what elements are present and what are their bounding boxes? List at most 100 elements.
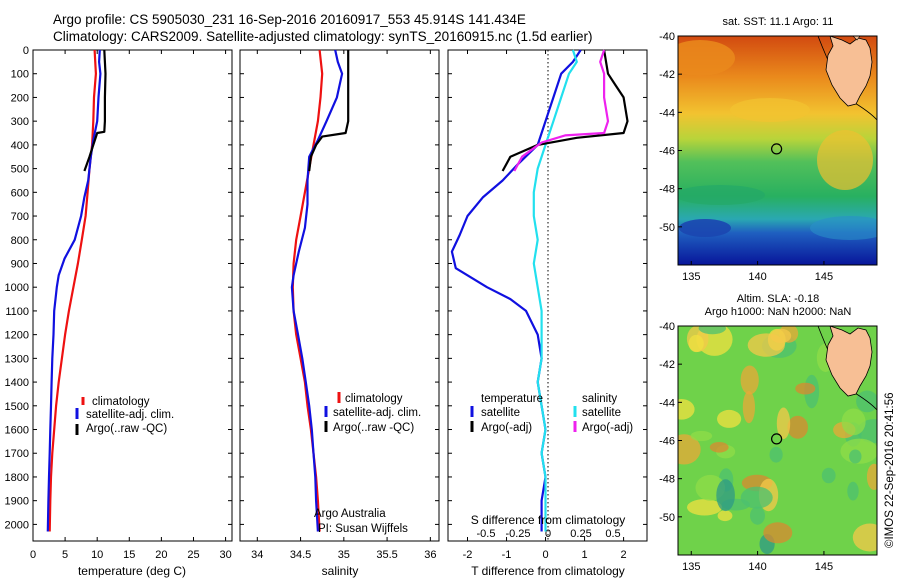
temperature-axes-frame xyxy=(32,49,233,542)
latitude-tick-label: -44 xyxy=(659,397,675,409)
sla-anomaly-patch xyxy=(740,365,759,395)
series-line-s-argo-adj xyxy=(513,49,610,172)
x-tick-label: 34.5 xyxy=(290,549,311,561)
sla-anomaly-patch xyxy=(688,334,704,353)
latitude-tick-label: -46 xyxy=(659,436,675,448)
difference-panel: -2 -1 0 1 2 -0.5 -0.25 0 0.25 0.5 S difference fr… xyxy=(447,49,648,578)
sst-map: sat. SST: 11.1 Argo: 11 135 140 145 -40 -42 -… xyxy=(659,16,878,283)
depth-tick-label: 0 xyxy=(23,45,29,57)
longitude-tick-label: 145 xyxy=(815,561,833,573)
depth-tick-label: 1800 xyxy=(5,472,29,484)
depth-tick-label: 900 xyxy=(11,258,29,270)
temperature-xlabel: temperature (deg C) xyxy=(78,564,186,578)
x-tick-label: 0 xyxy=(542,549,548,561)
longitude-tick-label: 140 xyxy=(748,561,766,573)
depth-tick-label: 1000 xyxy=(5,282,29,294)
series-line-argo-raw-qc xyxy=(83,49,107,172)
series-line-t-argo-adj xyxy=(501,49,629,172)
sla-field xyxy=(678,326,877,555)
sla-anomaly-patch xyxy=(717,409,742,428)
latitude-tick-label: -46 xyxy=(659,146,675,158)
island-landmass xyxy=(852,36,861,41)
depth-tick-label: 1200 xyxy=(5,330,29,342)
sst-cold-patch xyxy=(679,219,731,237)
difference-legend: temperature satellite Argo(-adj) salinit… xyxy=(470,393,633,434)
series-line-satellite-adj-clim xyxy=(290,49,344,532)
sla-anomaly-patch xyxy=(698,326,726,335)
pi-label: PI: Susan Wijffels xyxy=(318,523,408,535)
legend-label-t-argo: Argo(-adj) xyxy=(481,422,532,434)
depth-tick-label: 700 xyxy=(11,211,29,223)
sla-anomaly-patch xyxy=(795,382,816,395)
sla-anomaly-patch xyxy=(849,449,862,464)
legend-label-satellite: satellite-adj. clim. xyxy=(86,409,174,421)
longitude-tick-label: 145 xyxy=(815,271,833,283)
latitude-tick-label: -42 xyxy=(659,69,675,81)
depth-tick-label: 100 xyxy=(11,69,29,81)
sst-cold-patch xyxy=(810,216,877,240)
x-tick-label: 25 xyxy=(187,549,199,561)
depth-tick-label: 200 xyxy=(11,92,29,104)
sst-cool-patch xyxy=(678,185,765,205)
legend-label-satellite: satellite-adj. clim. xyxy=(333,407,421,419)
x-tick-label: 30 xyxy=(219,549,231,561)
x-tick-label: 20 xyxy=(155,549,167,561)
legend-title-temperature: temperature xyxy=(481,393,543,405)
sla-anomaly-patch xyxy=(690,430,713,442)
sla-anomaly-patch xyxy=(717,510,733,522)
sla-anomaly-patch xyxy=(847,481,859,501)
imos-credit: ©IMOS 22-Sep-2016 20:41:56 xyxy=(884,392,896,548)
depth-tick-label: 1300 xyxy=(5,353,29,365)
x-tick-label: 0 xyxy=(30,549,36,561)
x-tick-label: 35 xyxy=(338,549,350,561)
legend-title-salinity: salinity xyxy=(582,393,617,405)
legend-label-climatology: climatology xyxy=(345,393,403,405)
depth-tick-label: 2000 xyxy=(5,519,29,531)
depth-tick-label: 300 xyxy=(11,116,29,128)
longitude-tick-label: 140 xyxy=(748,271,766,283)
x-tick-label: -2 xyxy=(463,549,473,561)
sst-field xyxy=(678,36,877,265)
sla-anomaly-patch xyxy=(866,463,877,490)
x-tick-label: 5 xyxy=(62,549,68,561)
sla-anomaly-patch xyxy=(841,408,866,436)
s-diff-tick-label: -0.5 xyxy=(477,528,496,540)
sla-map-title-line1: Altim. SLA: -0.18 xyxy=(737,293,820,305)
t-difference-label: T difference from climatology xyxy=(471,564,625,578)
depth-tick-label: 1100 xyxy=(5,306,29,318)
depth-tick-label: 500 xyxy=(11,164,29,176)
depth-tick-label: 1900 xyxy=(5,496,29,508)
legend-label-t-satellite: satellite xyxy=(481,407,520,419)
s-diff-tick-label: -0.25 xyxy=(505,528,530,540)
depth-tick-label: 1400 xyxy=(5,377,29,389)
salinity-legend: climatology satellite-adj. clim. Argo(..… xyxy=(324,392,421,434)
sla-anomaly-patch xyxy=(716,479,735,512)
sla-anomaly-patch xyxy=(852,523,877,552)
legend-label-s-argo: Argo(-adj) xyxy=(582,422,633,434)
sst-warm-patch xyxy=(730,98,810,122)
series-line-s-satellite xyxy=(532,49,578,532)
sla-anomaly-patch xyxy=(742,391,756,424)
s-difference-label: S difference from climatology xyxy=(471,513,626,527)
sla-anomaly-patch xyxy=(787,415,808,439)
latitude-tick-label: -40 xyxy=(659,321,675,333)
latitude-tick-label: -48 xyxy=(659,184,675,196)
longitude-tick-label: 135 xyxy=(682,561,700,573)
tasmania-landmass xyxy=(825,326,873,397)
latitude-tick-label: -42 xyxy=(659,359,675,371)
series-line-satellite-adj-clim xyxy=(46,49,102,532)
sla-anomaly-patch xyxy=(687,499,722,516)
depth-tick-label: 1600 xyxy=(5,425,29,437)
argo-profile-marker xyxy=(770,143,783,155)
depth-tick-label: 800 xyxy=(11,235,29,247)
sst-warm-patch xyxy=(678,40,735,76)
sla-anomaly-patch xyxy=(769,446,783,463)
sla-anomaly-patch xyxy=(750,506,765,525)
legend-label-s-satellite: satellite xyxy=(582,407,621,419)
sla-anomaly-patch xyxy=(776,407,791,440)
salinity-xlabel: salinity xyxy=(322,564,359,578)
latitude-tick-label: -44 xyxy=(659,107,675,119)
s-diff-tick-label: 0.5 xyxy=(605,528,620,540)
latitude-tick-label: -48 xyxy=(659,474,675,486)
latitude-tick-label: -50 xyxy=(659,222,675,234)
